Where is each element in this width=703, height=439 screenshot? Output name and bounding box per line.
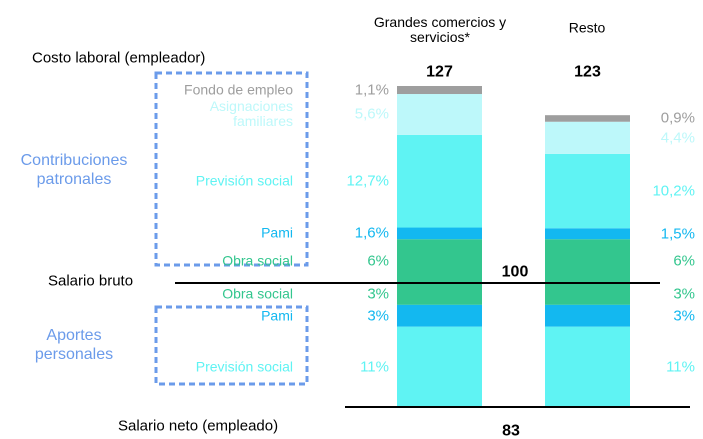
value-label: 11% — [360, 358, 389, 376]
series-label: Fondo de empleo — [184, 81, 293, 98]
total-label: 123 — [574, 63, 601, 81]
bar-segment — [397, 134, 482, 228]
series-label: Asignaciones familiares — [209, 98, 293, 130]
bar-segment — [397, 326, 482, 407]
series-label: Pami — [261, 307, 293, 324]
bar-segment — [397, 94, 482, 135]
value-label: 3% — [367, 307, 389, 325]
net-label: Salario neto (empleado) — [118, 417, 279, 435]
bar-segment — [397, 86, 482, 95]
value-label: 3% — [673, 285, 695, 303]
category-label: Resto — [568, 19, 606, 36]
bar-segment — [545, 228, 630, 240]
bar-segment — [545, 326, 630, 407]
group-label: Contribuciones patronales — [20, 152, 128, 188]
axis-label: Costo laboral (empleador) — [32, 49, 206, 67]
bar-segment — [397, 227, 482, 240]
bar-segment — [397, 239, 482, 283]
bar-segment — [397, 282, 482, 305]
value-label: 3% — [673, 307, 695, 325]
value-label: 1,6% — [354, 224, 389, 242]
value-label: 4,4% — [660, 129, 695, 147]
value-label: 3% — [367, 285, 389, 303]
value-label: 1,5% — [660, 225, 695, 243]
value-label: 5,6% — [354, 105, 389, 123]
value-label: 11% — [666, 358, 695, 376]
gross-value: 100 — [501, 263, 529, 281]
gross-label: Salario bruto — [48, 272, 134, 290]
value-label: 0,9% — [660, 109, 695, 127]
value-label: 10,2% — [652, 182, 695, 200]
value-label: 12,7% — [346, 172, 389, 190]
series-label: Previsión social — [195, 358, 293, 375]
value-label: 6% — [367, 252, 389, 270]
category-label: Grandes comercios y servicios* — [373, 14, 507, 45]
value-label: 1,1% — [354, 81, 389, 99]
bar-segment — [545, 304, 630, 327]
bar-segment — [545, 121, 630, 154]
group-box — [154, 305, 309, 386]
value-label: 6% — [673, 252, 695, 270]
bar-segment — [545, 282, 630, 305]
bar-segment — [545, 115, 630, 122]
bar-segment — [545, 239, 630, 283]
bar-segment — [397, 304, 482, 327]
total-label: 127 — [426, 63, 453, 81]
net-value: 83 — [502, 422, 520, 439]
series-label: Obra social — [222, 285, 293, 302]
group-label: Aportes personales — [34, 327, 114, 363]
series-label: Previsión social — [195, 172, 293, 189]
series-label: Obra social — [222, 252, 293, 269]
group-box — [154, 71, 309, 267]
series-label: Pami — [261, 224, 293, 241]
bar-segment — [545, 153, 630, 229]
